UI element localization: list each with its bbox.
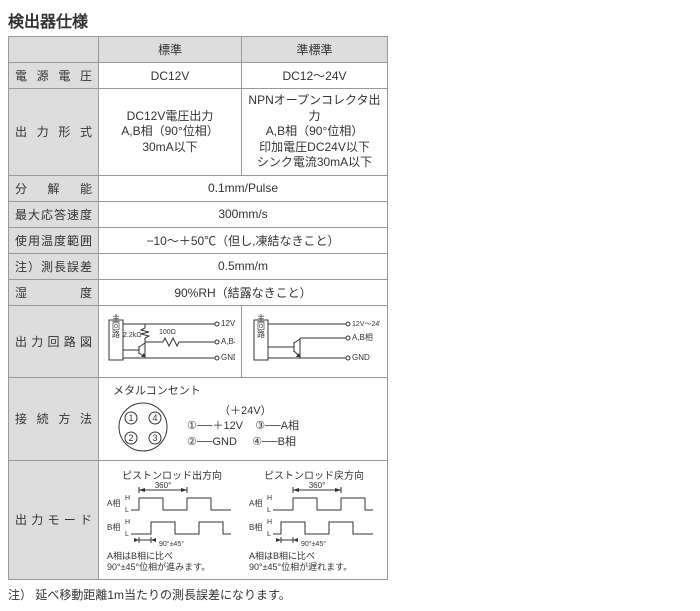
label-mode: 出力モード [9, 460, 99, 579]
circuit-std-12v: 12V [221, 319, 235, 328]
fwd-90: 90°±45° [159, 540, 184, 548]
val-humidity: 90%RH（結露なきこと） [99, 279, 388, 305]
row-resolution: 分 解 能 0.1mm/Pulse [9, 175, 388, 201]
out-semi-l1: NPNオープンコレクタ出力 [248, 93, 380, 123]
connector-legend: （＋24V） ①──＋12V ③──A相 ②──GND ④──B相 [187, 404, 299, 450]
circuit-semi-svg: 主回路 12V～24V A,B相 [250, 312, 380, 368]
label-temp: 使用温度範囲 [9, 227, 99, 253]
circuit-semi: 主回路 12V～24V A,B相 [242, 305, 388, 377]
circuit-std-r1: 2.2kΩ [123, 332, 141, 339]
rev-BL: L [267, 531, 271, 538]
mode-forward: ピストンロッド出方向 360° A相 H L B相 [107, 467, 237, 573]
label-connection: 接 続 方 法 [9, 377, 99, 460]
label-resolution: 分 解 能 [9, 175, 99, 201]
rev-360: 360° [309, 482, 326, 490]
legend-1: ①──＋12V [187, 420, 243, 432]
rev-BH: H [267, 519, 272, 526]
fwd-360: 360° [155, 482, 172, 490]
legend-3: ③──A相 [255, 420, 299, 432]
label-humidity: 湿 度 [9, 279, 99, 305]
label-power: 電 源 電 圧 [9, 63, 99, 89]
row-power: 電 源 電 圧 DC12V DC12～24V [9, 63, 388, 89]
pin-3: 3 [152, 433, 157, 443]
circuit-semi-ab: A,B相 [352, 332, 373, 342]
row-output: 出 力 形 式 DC12V電圧出力 A,B相（90°位相） 30mA以下 NPN… [9, 89, 388, 176]
fwd-B-label: B相 [107, 522, 120, 532]
mode-fwd-svg: 360° A相 H L B相 H L [107, 482, 237, 548]
mode-rev-title: ピストンロッド戻方向 [249, 467, 379, 482]
row-circuit: 出力回路図 主回路 12V 2.2kΩ [9, 305, 388, 377]
mode-reverse: ピストンロッド戻方向 360° A相 H L B相 H L [249, 467, 379, 573]
pin-4: 4 [152, 413, 157, 423]
footnote: 注） 延べ移動距離1m当たりの測長誤差になります。 [8, 586, 692, 603]
val-power-std: DC12V [99, 63, 242, 89]
circuit-semi-v: 12V～24V [352, 321, 380, 328]
val-connection: メタルコンセント 1 4 2 3 （＋24V） ①──＋12V ③──A相 [99, 377, 388, 460]
out-semi-l3: 印加電圧DC24V以下 [259, 140, 370, 154]
page-title: 検出器仕様 [8, 8, 692, 32]
circuit-std-r2: 100Ω [159, 329, 176, 336]
mode-fwd-title: ピストンロッド出方向 [107, 467, 237, 482]
row-temp: 使用温度範囲 −10～＋50℃（但し,凍結なきこと） [9, 227, 388, 253]
label-speed: 最大応答速度 [9, 201, 99, 227]
out-std-l3: 30mA以下 [142, 140, 197, 154]
pin-2: 2 [128, 433, 133, 443]
label-output: 出 力 形 式 [9, 89, 99, 176]
val-temp: −10～＋50℃（但し,凍結なきこと） [99, 227, 388, 253]
val-output-semi: NPNオープンコレクタ出力 A,B相（90°位相） 印加電圧DC24V以下 シン… [242, 89, 388, 176]
label-circuit: 出力回路図 [9, 305, 99, 377]
fwd-BL: L [125, 531, 129, 538]
circuit-std: 主回路 12V 2.2kΩ 100Ω A,B相 [99, 305, 242, 377]
rev-90: 90°±45° [301, 540, 326, 548]
circuit-std-svg: 主回路 12V 2.2kΩ 100Ω A,B相 [105, 312, 235, 368]
val-error: 0.5mm/m [99, 253, 388, 279]
rev-B-label: B相 [249, 522, 262, 532]
rev-AL: L [267, 507, 271, 514]
circuit-std-ab: A,B相 [221, 336, 235, 346]
legend-4: ④──B相 [252, 436, 296, 448]
label-error: 注）測長誤差 [9, 253, 99, 279]
row-connection: 接 続 方 法 メタルコンセント 1 4 2 3 （＋24V） ①──＋12V … [9, 377, 388, 460]
mode-rev-svg: 360° A相 H L B相 H L 90°±45° [249, 482, 379, 548]
legend-2: ②──GND [187, 436, 237, 448]
val-speed: 300mm/s [99, 201, 388, 227]
fwd-AL: L [125, 507, 129, 514]
val-power-semi: DC12～24V [242, 63, 388, 89]
row-speed: 最大応答速度 300mm/s [9, 201, 388, 227]
rev-note: A相はB相に比べ 90°±45°位相が遅れます。 [249, 551, 379, 573]
out-semi-l2: A,B相（90°位相） [266, 124, 364, 138]
out-std-l2: A,B相（90°位相） [121, 124, 219, 138]
circuit-semi-box-label: 主回路 [256, 313, 265, 338]
fwd-A-label: A相 [107, 498, 120, 508]
row-humidity: 湿 度 90%RH（結露なきこと） [9, 279, 388, 305]
circuit-semi-gnd: GND [352, 353, 370, 362]
row-error: 注）測長誤差 0.5mm/m [9, 253, 388, 279]
fwd-BH: H [125, 519, 130, 526]
pin-1: 1 [128, 413, 133, 423]
fwd-AH: H [125, 495, 130, 502]
col-semi: 準標準 [242, 37, 388, 63]
rev-AH: H [267, 495, 272, 502]
out-std-l1: DC12V電圧出力 [127, 109, 214, 123]
val-mode: ピストンロッド出方向 360° A相 H L B相 [99, 460, 388, 579]
legend-24v: （＋24V） [219, 404, 299, 419]
circuit-std-box-label: 主回路 [112, 313, 121, 338]
circuit-std-gnd: GND [221, 353, 235, 362]
fwd-note: A相はB相に比べ 90°±45°位相が進みます。 [107, 551, 237, 573]
col-std: 標準 [99, 37, 242, 63]
rev-A-label: A相 [249, 498, 262, 508]
spec-table: 標準 準標準 電 源 電 圧 DC12V DC12～24V 出 力 形 式 DC… [8, 36, 388, 580]
val-resolution: 0.1mm/Pulse [99, 175, 388, 201]
corner-blank [9, 37, 99, 63]
out-semi-l4: シンク電流30mA以下 [257, 155, 372, 169]
val-output-std: DC12V電圧出力 A,B相（90°位相） 30mA以下 [99, 89, 242, 176]
connector-title: メタルコンセント [113, 382, 381, 398]
row-mode: 出力モード ピストンロッド出方向 360° A相 H L [9, 460, 388, 579]
connector-svg: 1 4 2 3 [113, 400, 173, 454]
